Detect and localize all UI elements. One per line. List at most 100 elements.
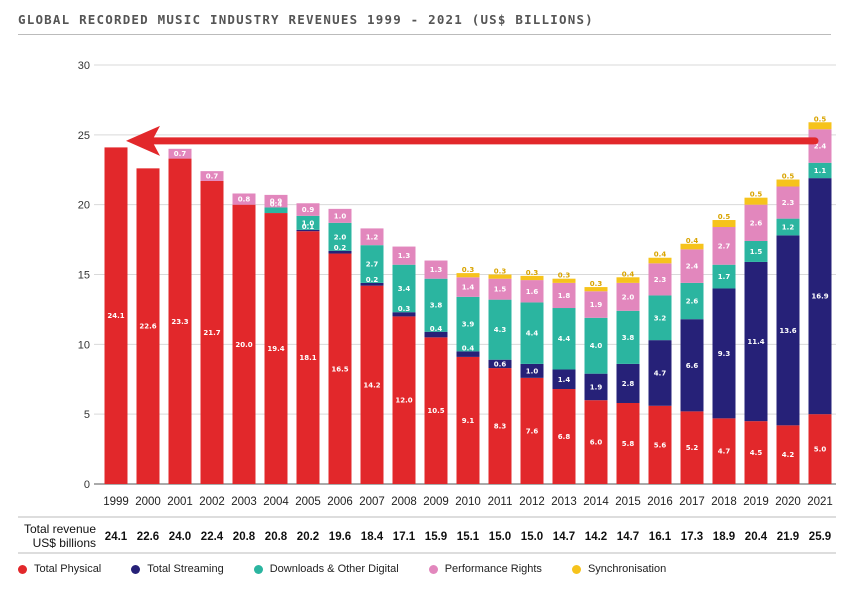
bar-value-label: 4.4 <box>526 330 539 338</box>
bar-segment <box>680 319 704 412</box>
bar-value-label: 14.2 <box>363 381 380 389</box>
bar-value-label: 0.2 <box>366 276 379 284</box>
bar-value-labels: 24.122.623.30.721.70.720.00.819.40.40.91… <box>107 115 828 459</box>
total-revenue-value: 14.2 <box>585 531 607 543</box>
bar-value-label: 0.7 <box>206 173 219 181</box>
bar-value-label: 1.1 <box>814 167 827 175</box>
total-revenue-value: 25.9 <box>809 531 831 543</box>
bar-value-label: 20.0 <box>235 341 252 349</box>
bar-segment <box>616 363 640 403</box>
bar-segment <box>776 186 800 219</box>
x-tick-label: 2014 <box>583 496 609 508</box>
bar-segment <box>328 222 352 251</box>
legend-item: Total Physical <box>18 563 101 575</box>
totals-row-label: Total revenue US$ billions <box>16 522 96 550</box>
x-tick-label: 1999 <box>103 496 129 508</box>
bar-segment <box>392 264 416 313</box>
bar-value-label: 0.3 <box>526 269 539 277</box>
bar-segment <box>488 299 512 360</box>
bar-value-label: 4.7 <box>718 448 731 456</box>
x-tick-label: 2017 <box>679 496 705 508</box>
bar-value-label: 4.2 <box>782 451 795 459</box>
chart-legend: Total Physical Total Streaming Downloads &… <box>18 563 696 575</box>
bar-value-label: 0.4 <box>430 325 443 333</box>
bar-segment <box>360 285 384 484</box>
bar-segment <box>552 282 576 309</box>
x-tick-label: 2002 <box>199 496 225 508</box>
bar-value-label: 3.2 <box>654 314 667 322</box>
bar-segment <box>776 218 800 236</box>
bar-value-label: 0.5 <box>814 115 827 123</box>
bar-value-label: 2.4 <box>686 263 699 271</box>
bar-segment <box>808 162 832 179</box>
bar-segment <box>616 277 640 283</box>
bar-value-label: 1.5 <box>750 248 763 256</box>
bar-value-label: 0.5 <box>782 173 795 181</box>
bar-value-label: 2.7 <box>366 261 379 269</box>
legend-label: Downloads & Other Digital <box>269 563 399 575</box>
bar-segment <box>744 197 768 205</box>
bar-value-label: 8.3 <box>494 423 507 431</box>
legend-item: Total Streaming <box>131 563 224 575</box>
bars <box>104 122 832 485</box>
bar-segment <box>648 340 672 406</box>
bar-value-label: 1.4 <box>462 284 475 292</box>
bar-segment <box>808 414 832 484</box>
bar-value-label: 2.0 <box>334 233 347 241</box>
bar-segment <box>200 180 224 484</box>
legend-label: Performance Rights <box>444 563 542 575</box>
bar-value-label: 2.4 <box>814 143 827 151</box>
bar-value-label: 10.5 <box>427 407 444 415</box>
total-revenue-value: 15.1 <box>457 531 480 543</box>
bar-value-label: 0.3 <box>398 305 411 313</box>
bar-segment <box>488 368 512 484</box>
bar-value-label: 0.9 <box>270 198 283 206</box>
y-tick-label: 0 <box>84 479 90 491</box>
total-revenue-value: 22.6 <box>137 531 159 543</box>
annotation-arrow <box>126 125 819 156</box>
bar-segment <box>200 171 224 181</box>
bar-segment <box>520 280 544 303</box>
arrow-head <box>126 125 160 156</box>
bar-value-label: 0.3 <box>558 272 571 280</box>
bar-segment <box>712 227 736 265</box>
y-tick-label: 30 <box>78 60 90 72</box>
legend-swatch <box>18 564 27 574</box>
title-divider <box>18 34 831 35</box>
bar-segment <box>648 295 672 341</box>
bar-segment <box>456 296 480 352</box>
bar-segment <box>584 373 608 401</box>
bar-value-label: 13.6 <box>779 327 796 335</box>
bar-segment <box>552 278 576 283</box>
bar-value-label: 1.0 <box>526 367 539 375</box>
bar-segment <box>616 402 640 484</box>
bar-value-label: 2.3 <box>782 199 795 207</box>
x-tick-label: 2012 <box>519 496 545 508</box>
legend-swatch <box>253 564 263 574</box>
bar-value-label: 23.3 <box>171 318 188 326</box>
x-tick-label: 2018 <box>711 496 737 508</box>
bar-segment <box>168 158 192 484</box>
bar-segment <box>456 273 480 278</box>
bar-segment <box>648 405 672 484</box>
x-tick-label: 2020 <box>775 496 801 508</box>
bar-value-label: 0.4 <box>654 251 667 259</box>
bar-segment <box>296 215 320 230</box>
bar-segment <box>232 204 256 484</box>
bar-value-label: 16.5 <box>331 365 348 373</box>
y-tick-label: 10 <box>78 339 90 351</box>
bar-segment <box>360 228 384 246</box>
bar-segment <box>648 263 672 296</box>
bar-value-label: 0.1 <box>302 223 315 231</box>
bar-segment <box>776 425 800 484</box>
bar-value-label: 0.8 <box>238 196 251 204</box>
bar-value-label: 1.6 <box>526 288 539 296</box>
bar-value-label: 0.3 <box>494 268 507 276</box>
legend-swatch <box>428 564 438 574</box>
total-revenue-value: 24.0 <box>169 531 191 543</box>
bar-value-label: 4.3 <box>494 326 507 334</box>
total-revenue-value: 17.1 <box>393 531 416 543</box>
bar-value-label: 0.9 <box>302 206 315 214</box>
bar-value-label: 11.4 <box>747 338 764 346</box>
bar-segment <box>744 421 768 484</box>
